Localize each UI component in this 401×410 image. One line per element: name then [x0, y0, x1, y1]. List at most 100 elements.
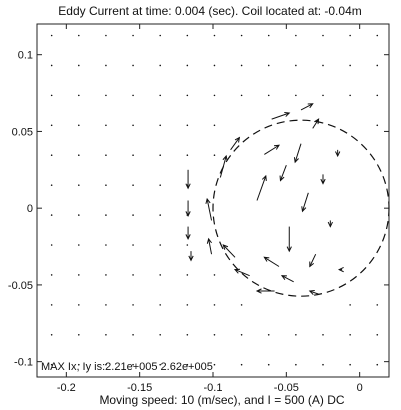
arrow-head [337, 266, 344, 273]
field-dot [78, 64, 80, 67]
vector-arrow [300, 103, 314, 111]
arrow-head [307, 103, 314, 109]
vector-arrow [255, 288, 275, 294]
field-dot [240, 304, 243, 306]
field-dot [267, 64, 270, 67]
field-dot [78, 274, 80, 276]
plot-frame [36, 23, 390, 378]
arrow-head [206, 237, 212, 244]
field-dot [322, 34, 324, 37]
field-dot [267, 333, 270, 336]
field-dot [159, 94, 161, 97]
arrow-head [286, 246, 292, 253]
field-dot [132, 244, 134, 246]
arrow-head [284, 111, 291, 117]
field-dot [50, 184, 53, 186]
arrow-shaft [281, 275, 294, 283]
vector-arrow [308, 289, 319, 295]
arrow-shaft [222, 244, 236, 258]
field-dot [159, 184, 161, 186]
vector-arrow [206, 237, 213, 255]
arrow-shaft [234, 269, 250, 277]
field-dot [240, 363, 243, 366]
vector-arrow [280, 275, 294, 283]
field-dot [186, 274, 189, 276]
arrow-head [222, 154, 228, 161]
vector-arrows [185, 103, 344, 295]
arrow-shaft [309, 290, 319, 295]
arrow-head [309, 261, 315, 268]
arrow-shaft [279, 165, 287, 181]
field-dot [376, 94, 379, 97]
field-dot [78, 363, 80, 366]
vector-arrow [230, 136, 241, 151]
vector-arrow [185, 169, 191, 190]
field-dot [105, 34, 107, 37]
field-dot [322, 94, 324, 97]
field-dot [213, 274, 216, 276]
field-dot [50, 274, 53, 276]
field-dot [50, 363, 53, 366]
arrow-shaft [256, 175, 267, 201]
arrow-head [185, 183, 191, 190]
field-dot [159, 274, 161, 276]
arrow-head [234, 136, 241, 143]
field-dot [78, 124, 80, 127]
field-dot [78, 184, 80, 186]
arrow-shaft [271, 112, 290, 120]
x-tick-label: -0.05 [274, 382, 299, 394]
field-dot [132, 64, 134, 67]
arrow-head [320, 178, 326, 185]
arrow-head [279, 175, 285, 182]
arrow-head [273, 144, 280, 150]
vector-arrow [185, 226, 191, 241]
field-dot [295, 94, 297, 97]
field-dot [349, 34, 351, 37]
field-dot [186, 244, 189, 246]
vector-arrow [337, 266, 344, 273]
field-dot [186, 363, 189, 366]
vector-arrow [222, 244, 236, 258]
vector-arrow [256, 174, 267, 201]
arrow-shaft [208, 238, 213, 255]
field-dot [105, 363, 107, 366]
field-dot [50, 214, 53, 216]
vector-arrow [309, 254, 317, 268]
field-dot [78, 333, 80, 336]
field-dot [159, 124, 161, 127]
field-dot [349, 304, 351, 306]
field-dot [132, 124, 134, 127]
field-dot [295, 64, 297, 67]
field-dot [376, 64, 379, 67]
arrow-shaft [206, 198, 213, 221]
field-dot [267, 34, 270, 37]
arrow-head [301, 206, 307, 213]
field-dot [322, 363, 324, 366]
field-dot [159, 333, 161, 336]
arrow-head [255, 288, 262, 294]
field-dot [50, 94, 53, 97]
field-dot [349, 363, 351, 366]
field-dot [186, 154, 189, 157]
field-dot [295, 363, 297, 366]
field-dot [376, 304, 379, 306]
field-dot [78, 94, 80, 97]
field-dot [186, 34, 189, 37]
arrow-head [222, 244, 229, 250]
field-dot [159, 154, 161, 157]
field-dot [186, 64, 189, 67]
field-dot [213, 34, 216, 37]
vector-arrow [301, 192, 309, 213]
field-dot [349, 333, 351, 336]
field-dot [186, 304, 189, 306]
field-dot [349, 64, 351, 67]
field-dot [240, 333, 243, 336]
vector-arrow [279, 165, 287, 182]
coil-outline [212, 119, 390, 297]
field-dot [240, 34, 243, 37]
y-tick-label: -0.1 [14, 357, 33, 369]
field-dot [349, 94, 351, 97]
field-dot [132, 154, 134, 157]
field-dot [213, 154, 216, 157]
x-tick-label: 0 [357, 382, 363, 394]
